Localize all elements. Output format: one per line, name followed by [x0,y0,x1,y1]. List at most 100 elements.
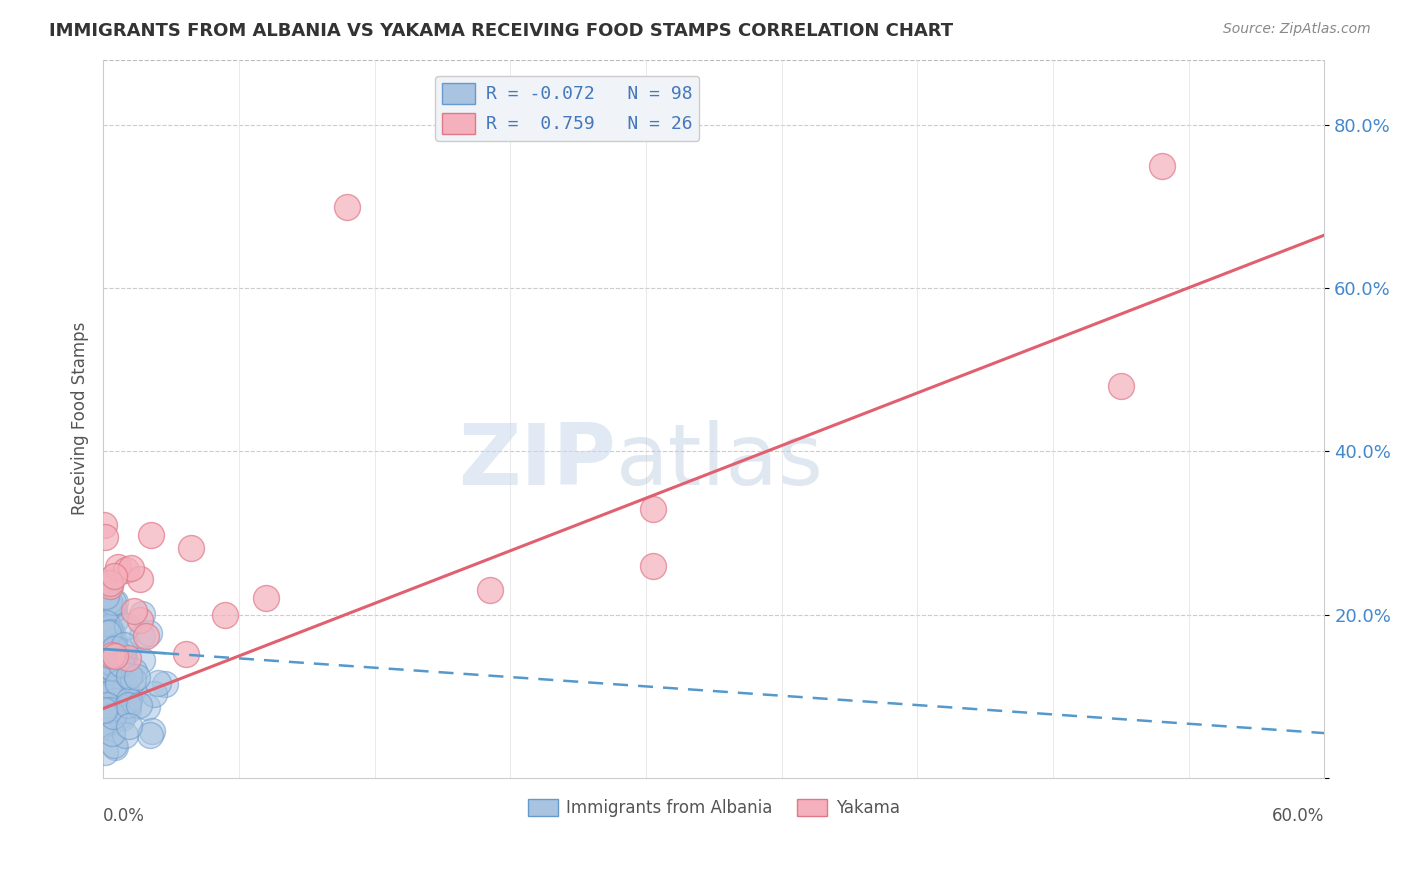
Point [117,651,139,665]
Point [101,645,124,659]
Point [120,561,142,575]
Point [105,681,128,695]
Point [93,715,115,730]
Point [117,702,139,716]
Point [121,682,143,697]
Point [100,664,122,678]
Point [100,715,122,730]
Point [131,653,153,667]
Point [101,684,124,698]
Point [641,558,664,573]
Point [180,541,202,555]
Point [94,658,117,673]
Point [110,676,132,690]
Point [93,649,115,664]
Point [94,589,117,603]
Point [122,673,145,687]
Point [101,708,124,723]
Text: 0.0%: 0.0% [103,806,145,825]
Point [135,629,157,643]
Point [96,679,118,693]
Point [97,699,120,714]
Point [114,683,136,698]
Point [103,649,125,664]
Point [104,694,127,708]
Point [93,530,115,544]
Point [97,625,120,640]
Point [139,728,162,742]
Point [115,691,138,706]
Point [101,657,124,671]
Point [96,690,118,704]
Point [110,657,132,671]
Point [112,650,135,665]
Point [98,575,121,590]
Legend: Immigrants from Albania, Yakama: Immigrants from Albania, Yakama [522,792,907,823]
Point [103,595,125,609]
Point [98,659,121,673]
Point [101,686,124,700]
Point [155,677,177,691]
Point [94,615,117,630]
Point [93,648,115,662]
Point [100,632,122,647]
Point [93,667,115,681]
Point [103,653,125,667]
Point [112,649,135,664]
Point [112,689,135,703]
Point [125,670,148,684]
Point [101,645,124,659]
Point [101,673,124,687]
Point [103,641,125,656]
Point [115,563,138,577]
Point [97,573,120,587]
Point [98,620,121,634]
Text: IMMIGRANTS FROM ALBANIA VS YAKAMA RECEIVING FOOD STAMPS CORRELATION CHART: IMMIGRANTS FROM ALBANIA VS YAKAMA RECEIV… [49,22,953,40]
Point [103,637,125,651]
Text: Source: ZipAtlas.com: Source: ZipAtlas.com [1223,22,1371,37]
Text: atlas: atlas [616,420,824,503]
Point [107,560,129,574]
Point [103,642,125,657]
Point [94,636,117,650]
Point [114,728,136,742]
Point [105,688,128,702]
Point [131,629,153,643]
Text: ZIP: ZIP [458,420,616,503]
Point [214,607,236,622]
Point [98,579,121,593]
Point [111,665,134,680]
Point [101,625,124,640]
Point [117,619,139,633]
Point [107,676,129,690]
Point [146,676,169,690]
Point [111,711,134,725]
Point [110,668,132,682]
Y-axis label: Receiving Food Stamps: Receiving Food Stamps [72,322,89,516]
Point [96,698,118,713]
Point [124,604,146,618]
Text: 60.0%: 60.0% [1272,806,1324,825]
Point [135,700,157,714]
Point [1109,379,1132,393]
Point [98,686,121,700]
Point [104,641,127,656]
Point [641,501,664,516]
Point [101,661,124,675]
Point [108,709,131,723]
Point [107,648,129,663]
Point [1150,159,1173,173]
Point [336,200,359,214]
Point [112,638,135,652]
Point [98,703,121,717]
Point [478,583,501,598]
Point [93,517,115,532]
Point [128,698,150,713]
Point [142,687,165,701]
Point [104,595,127,609]
Point [96,645,118,659]
Point [97,648,120,662]
Point [101,648,124,662]
Point [93,703,115,717]
Point [128,614,150,628]
